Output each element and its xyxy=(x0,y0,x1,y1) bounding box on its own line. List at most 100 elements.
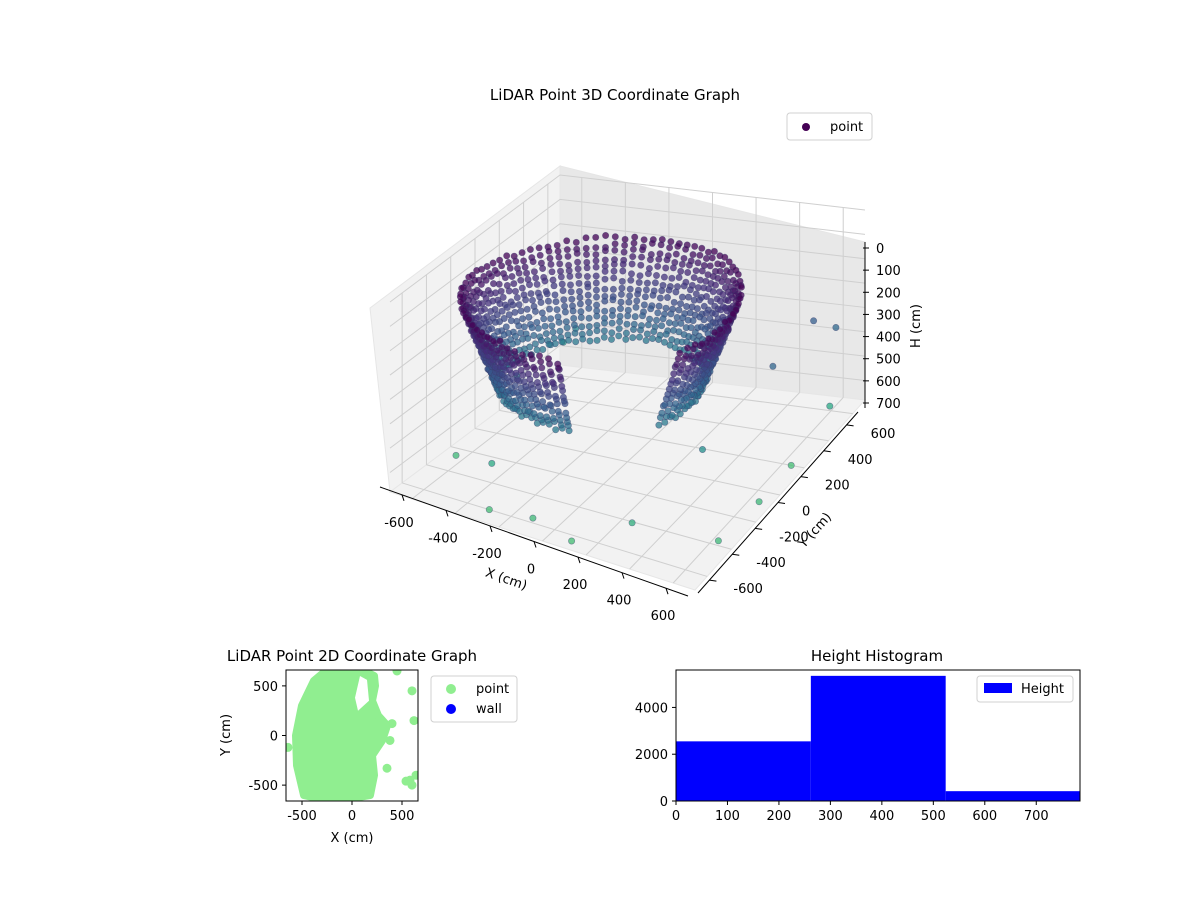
histogram-bar xyxy=(676,741,811,801)
data-point-3d xyxy=(616,318,624,326)
data-point-3d xyxy=(648,334,656,342)
data-point-3d xyxy=(685,261,693,269)
data-point-3d xyxy=(583,264,591,272)
data-point-3d xyxy=(556,267,564,275)
data-point-3d xyxy=(483,333,491,341)
data-point-3d xyxy=(532,371,540,379)
data-point-3d xyxy=(631,313,639,321)
data-point-3d xyxy=(568,295,576,303)
data-point-3d xyxy=(608,319,616,327)
legend-swatch-height xyxy=(984,683,1012,693)
data-point-3d xyxy=(592,272,600,280)
data-point-3d xyxy=(650,328,658,336)
data-point-3d xyxy=(644,270,652,278)
data-point-3d xyxy=(571,329,579,337)
data-point-3d xyxy=(543,413,551,421)
data-point-3d xyxy=(584,298,592,306)
data-point-3d xyxy=(832,323,840,331)
data-point-3d xyxy=(457,298,465,306)
data-point-3d xyxy=(527,290,535,298)
data-point-3d xyxy=(690,274,698,282)
data-point-3d xyxy=(628,260,636,268)
data-point-3d xyxy=(576,300,584,308)
data-point-3d xyxy=(511,347,519,355)
data-point-3d xyxy=(518,351,526,359)
data-point-3d xyxy=(506,264,514,272)
data-point-3d xyxy=(646,256,654,264)
data-point-3d xyxy=(489,259,497,267)
data-point-3d xyxy=(515,301,523,309)
data-point-3d xyxy=(536,251,544,259)
data-point-3d xyxy=(527,351,535,359)
data-point-3d xyxy=(549,276,557,284)
data-point-3d xyxy=(601,247,609,255)
grid-line-3d xyxy=(474,428,781,496)
data-point-3d xyxy=(630,239,638,247)
data-point-3d xyxy=(505,366,513,374)
data-point-3d xyxy=(691,242,699,250)
legend-label-height: Height xyxy=(1021,682,1064,697)
x-tick-label-hist: 200 xyxy=(767,809,792,824)
data-point-3d xyxy=(483,262,491,270)
y-axis-label-2d: Y (cm) xyxy=(219,714,234,757)
data-point-3d xyxy=(521,263,529,271)
data-point-3d xyxy=(707,297,715,305)
data-point-3d xyxy=(689,317,697,325)
data-point-3d xyxy=(548,268,556,276)
data-point-3d xyxy=(609,285,617,293)
data-point-3d xyxy=(649,291,657,299)
data-point-3d xyxy=(592,293,600,301)
legend-label-point-2d: point xyxy=(476,682,509,697)
data-point-3d xyxy=(507,317,515,325)
data-point-3d xyxy=(549,414,557,422)
data-point-3d xyxy=(545,247,553,255)
data-point-3d xyxy=(734,300,742,308)
data-point-3d xyxy=(557,273,565,281)
y-tick-3d xyxy=(732,553,740,556)
data-point-3d xyxy=(566,281,574,289)
data-point-3d xyxy=(563,246,571,254)
data-point-3d xyxy=(675,273,683,281)
data-point-3d xyxy=(538,309,546,317)
z-tick-label-3d: 100 xyxy=(876,264,901,279)
data-point-3d xyxy=(642,336,650,344)
data-point-2d xyxy=(286,742,293,752)
x-tick-3d xyxy=(489,525,493,533)
data-point-3d xyxy=(532,274,540,282)
data-point-3d xyxy=(592,257,600,265)
data-point-3d xyxy=(559,287,567,295)
data-point-3d xyxy=(539,345,547,353)
data-point-3d xyxy=(629,325,637,333)
ticks-2d: -500 0 500 -500 0 500 xyxy=(248,680,414,824)
data-point-3d xyxy=(658,322,666,330)
data-point-3d xyxy=(666,244,674,252)
y-tick-label-3d: 600 xyxy=(871,427,896,442)
data-point-3d xyxy=(680,282,688,290)
data-point-3d xyxy=(665,319,673,327)
data-point-3d xyxy=(533,318,541,326)
data-point-3d xyxy=(646,315,654,323)
data-point-3d xyxy=(700,316,708,324)
data-point-3d xyxy=(640,236,648,244)
data-point-3d xyxy=(670,370,678,378)
data-point-3d xyxy=(696,276,704,284)
point-cloud-2d xyxy=(292,670,391,801)
data-point-3d xyxy=(624,306,632,314)
grid-line-3d xyxy=(389,296,866,425)
data-point-3d xyxy=(698,267,706,275)
data-point-3d xyxy=(635,333,643,341)
data-point-3d xyxy=(593,301,601,309)
data-point-3d xyxy=(674,242,682,250)
data-point-3d xyxy=(528,296,536,304)
legend-2d: point wall xyxy=(430,675,518,723)
data-point-3d xyxy=(512,257,520,265)
data-point-3d xyxy=(542,330,550,338)
data-point-3d xyxy=(487,290,495,298)
data-point-3d xyxy=(609,296,617,304)
data-point-3d xyxy=(552,298,560,306)
data-point-3d xyxy=(572,238,580,246)
data-point-3d xyxy=(540,315,548,323)
data-point-3d xyxy=(691,341,699,349)
y-tick-label-hist: 4000 xyxy=(635,701,668,716)
